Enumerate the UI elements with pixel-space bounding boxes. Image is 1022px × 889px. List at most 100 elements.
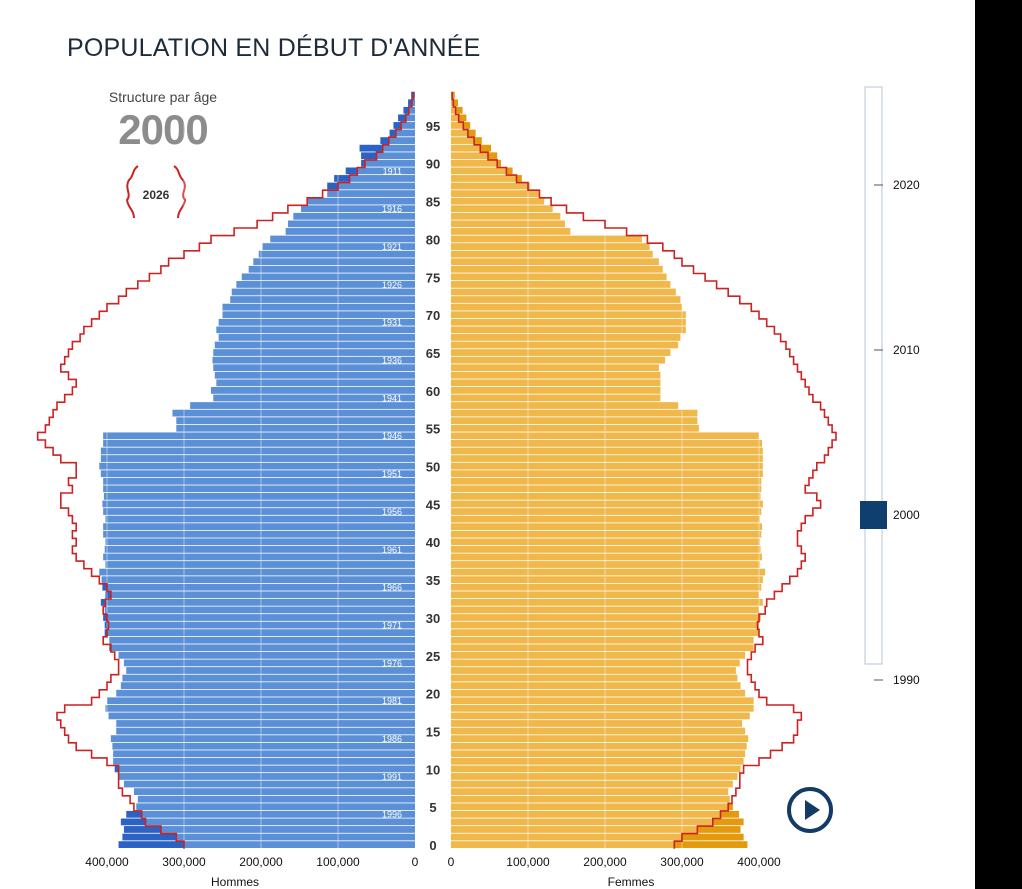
men-bar-age-36 xyxy=(99,568,416,576)
women-bar-age-46 xyxy=(451,492,761,500)
women-bar-age-32 xyxy=(451,598,763,606)
women-bar-age-93 xyxy=(451,137,475,144)
women-excess-bar-age-3 xyxy=(712,818,744,826)
women-bar-age-38 xyxy=(451,553,763,561)
men-bar-age-64 xyxy=(212,356,415,364)
age-tick-65: 65 xyxy=(426,346,440,361)
women-bar-age-87 xyxy=(451,182,528,190)
women-bar-age-91 xyxy=(451,152,488,160)
age-tick-95: 95 xyxy=(426,119,440,134)
men-bar-age-8 xyxy=(123,780,415,788)
men-bar-age-67 xyxy=(218,334,415,341)
birth-year-label-1991: 1991 xyxy=(382,772,402,782)
men-bar-age-97 xyxy=(408,106,415,114)
men-excess-bar-age-33 xyxy=(105,591,111,599)
men-excess-bar-age-96 xyxy=(398,114,406,122)
year-slider[interactable]: 2020 2010 2000 1990 xyxy=(860,86,920,687)
women-bar-age-34 xyxy=(451,583,762,591)
men-bar-age-58 xyxy=(190,402,415,409)
women-bar-age-9 xyxy=(451,773,738,780)
men-bar-age-28 xyxy=(107,629,415,637)
men-excess-bar-age-2 xyxy=(123,826,161,833)
men-bar-age-2 xyxy=(160,826,415,833)
men-bars xyxy=(99,91,416,848)
birth-year-label-1956: 1956 xyxy=(382,507,402,517)
age-tick-10: 10 xyxy=(426,762,440,777)
women-bar-age-20 xyxy=(451,689,746,697)
age-tick-90: 90 xyxy=(426,157,440,172)
men-bar-age-85 xyxy=(307,197,415,205)
men-bar-age-24 xyxy=(123,659,415,667)
men-bar-age-5 xyxy=(136,803,415,811)
age-tick-45: 45 xyxy=(426,497,440,512)
men-bar-age-89 xyxy=(357,167,415,175)
women-bar-age-6 xyxy=(451,795,730,803)
women-excess-bar-age-93 xyxy=(474,137,482,144)
men-excess-bar-age-26 xyxy=(109,644,111,652)
men-bar-age-34 xyxy=(107,583,415,591)
men-bar-age-35 xyxy=(101,576,416,584)
women-excess-bar-age-96 xyxy=(458,114,467,122)
x-tick-left-0: 400,000 xyxy=(85,855,129,869)
women-bar-age-94 xyxy=(451,129,468,137)
women-bar-age-97 xyxy=(451,106,456,114)
men-bar-age-7 xyxy=(133,788,415,795)
men-bar-age-11 xyxy=(113,757,415,765)
women-bar-age-64 xyxy=(451,356,666,364)
slider-track[interactable] xyxy=(864,86,883,665)
women-bar-age-86 xyxy=(451,190,540,197)
men-excess-bar-age-92 xyxy=(359,144,383,152)
men-excess-bar-age-32 xyxy=(100,598,106,606)
men-bar-age-26 xyxy=(110,644,415,652)
men-bar-age-31 xyxy=(104,606,415,614)
men-bar-age-93 xyxy=(388,137,415,144)
women-bar-age-60 xyxy=(451,387,661,394)
men-bar-age-22 xyxy=(122,674,416,682)
birth-year-label-1926: 1926 xyxy=(382,280,402,290)
men-excess-bar-age-34 xyxy=(102,583,107,591)
men-excess-bar-age-3 xyxy=(120,818,146,826)
men-excess-bar-age-91 xyxy=(361,152,377,160)
women-bar-age-96 xyxy=(451,114,459,122)
men-bar-age-68 xyxy=(216,326,415,334)
outline-legend-right-icon xyxy=(173,165,187,219)
age-tick-85: 85 xyxy=(426,195,440,210)
women-excess-bar-age-5 xyxy=(728,803,733,811)
women-bar-age-72 xyxy=(451,296,681,303)
age-tick-50: 50 xyxy=(426,460,440,475)
women-excess-bar-age-97 xyxy=(455,106,463,114)
men-bar-age-71 xyxy=(222,303,415,311)
men-bar-age-53 xyxy=(103,440,416,447)
women-bar-age-70 xyxy=(451,311,686,319)
age-tick-75: 75 xyxy=(426,270,440,285)
men-bar-age-3 xyxy=(145,818,415,826)
men-bar-age-39 xyxy=(104,545,415,553)
men-bar-age-33 xyxy=(110,591,415,599)
women-bar-age-55 xyxy=(451,424,699,432)
play-icon xyxy=(805,800,820,820)
slider-thumb[interactable] xyxy=(860,501,887,529)
x-tick-right-3: 300,000 xyxy=(660,855,704,869)
birth-year-label-1946: 1946 xyxy=(382,431,402,441)
outline-legend-year: 2026 xyxy=(143,188,170,202)
men-bar-age-92 xyxy=(382,144,415,152)
women-bar-age-52 xyxy=(451,447,763,455)
slider-tick-1990: 1990 xyxy=(893,673,920,687)
x-tick-right-4: 400,000 xyxy=(737,855,781,869)
women-bar-age-8 xyxy=(451,780,733,788)
men-bar-age-66 xyxy=(214,341,415,349)
men-bar-age-13 xyxy=(112,742,415,750)
women-bar-age-22 xyxy=(451,674,738,682)
men-excess-bar-age-98 xyxy=(408,99,412,107)
birth-year-label-1911: 1911 xyxy=(383,166,402,176)
women-bar-age-56 xyxy=(451,417,698,425)
men-excess-bar-age-10 xyxy=(114,765,119,773)
men-bar-age-4 xyxy=(141,810,415,818)
men-bar-age-70 xyxy=(222,311,415,319)
play-button[interactable] xyxy=(786,786,834,834)
women-bar-age-88 xyxy=(451,175,517,182)
women-bar-age-21 xyxy=(451,682,741,690)
age-tick-5: 5 xyxy=(429,800,436,815)
women-bar-age-3 xyxy=(451,818,713,826)
men-excess-bar-age-30 xyxy=(103,614,107,621)
